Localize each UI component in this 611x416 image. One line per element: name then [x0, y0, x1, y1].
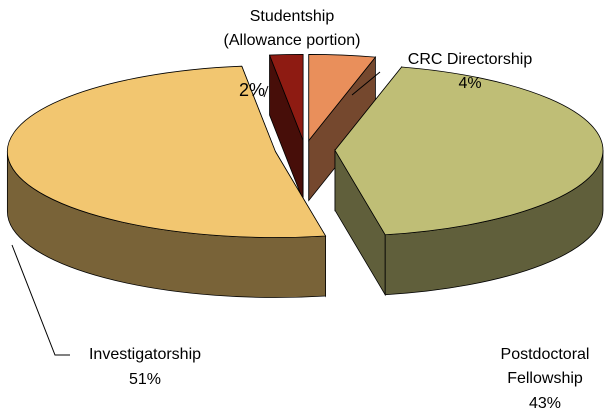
category-label: Studentship (Allowance portion) [224, 8, 361, 49]
value-label: 4% [458, 75, 481, 92]
slice-top [268, 53, 304, 141]
category-label: Postdoctoral Fellowship [501, 346, 590, 387]
leader-line [11, 244, 70, 356]
category-label: Investigatorship [89, 346, 201, 363]
value-label: 51% [129, 371, 161, 388]
leader-line [351, 71, 381, 96]
slice-top [334, 66, 604, 236]
slice-top [7, 65, 327, 238]
value-label: 43% [529, 395, 561, 412]
slice-top [308, 54, 377, 142]
leader-line [263, 85, 269, 98]
value-label: 2% [239, 80, 265, 100]
category-label: CRC Directorship [408, 51, 533, 68]
